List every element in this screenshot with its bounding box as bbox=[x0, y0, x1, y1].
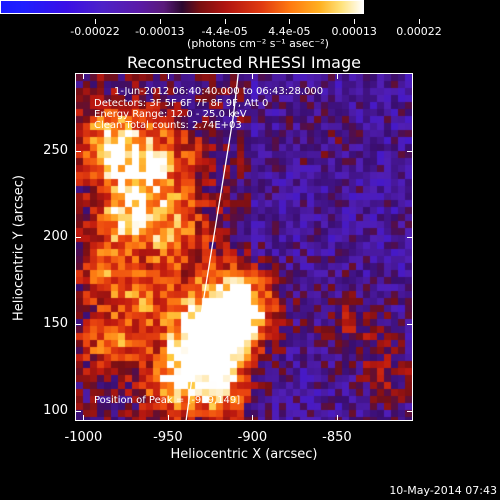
y-axis-tick bbox=[75, 410, 81, 412]
x-axis-tick-label: -1000 bbox=[64, 430, 103, 445]
annotation-time-range: 1-Jun-2012 06:40:40.000 to 06:43:28.000 bbox=[114, 86, 324, 97]
y-axis-tick-label: 150 bbox=[43, 316, 68, 332]
y-axis-tick bbox=[407, 410, 413, 412]
colorbar-tick bbox=[289, 19, 291, 24]
solar-limb-line bbox=[185, 74, 239, 420]
y-axis-tick bbox=[407, 237, 413, 239]
colorbar-tick bbox=[354, 19, 356, 24]
colorbar-tick-label: -4.4e-05 bbox=[201, 25, 248, 38]
footer-timestamp: 10-May-2014 07:43 bbox=[389, 484, 497, 497]
y-axis-tick bbox=[407, 324, 413, 326]
colorbar-tick-label: 4.4e-05 bbox=[268, 25, 311, 38]
annotation-clean-counts: Clean Total counts: 2.74E+03 bbox=[94, 120, 242, 131]
x-axis-tick bbox=[252, 73, 254, 79]
y-axis-tick-label: 200 bbox=[43, 229, 68, 245]
x-axis-tick bbox=[83, 73, 85, 79]
y-axis-tick bbox=[75, 150, 81, 152]
y-axis-tick bbox=[75, 237, 81, 239]
colorbar-tick bbox=[419, 19, 420, 24]
y-axis-tick-label: 100 bbox=[43, 402, 68, 418]
heatmap-canvas bbox=[76, 74, 412, 420]
x-axis-tick bbox=[83, 415, 85, 421]
x-axis-tick bbox=[336, 415, 338, 421]
x-axis-tick bbox=[167, 415, 169, 421]
plot-title: Reconstructed RHESSI Image bbox=[127, 53, 361, 72]
colorbar-units: (photons cm⁻² s⁻¹ asec⁻²) bbox=[187, 37, 329, 50]
x-axis-tick-label: -950 bbox=[153, 430, 183, 445]
annotation-detectors: Detectors: 3F 5F 6F 7F 8F 9F, Att 0 bbox=[94, 98, 269, 109]
x-axis-tick bbox=[336, 73, 338, 79]
x-axis-label: Heliocentric X (arcsec) bbox=[170, 447, 318, 462]
colorbar-tick bbox=[224, 19, 226, 24]
solar-limb-svg bbox=[185, 74, 239, 420]
x-axis-tick bbox=[252, 415, 254, 421]
plot-area: 1-Jun-2012 06:40:40.000 to 06:43:28.000 … bbox=[75, 73, 413, 421]
colorbar-tick-label: -0.00022 bbox=[70, 25, 120, 38]
x-axis-tick-label: -900 bbox=[237, 430, 268, 445]
colorbar-tick bbox=[159, 19, 161, 24]
x-axis-tick bbox=[167, 73, 169, 79]
annotation-peak-position: Position of Peak = [-919,149] bbox=[94, 395, 241, 406]
colorbar-tick-label: 0.00022 bbox=[396, 25, 442, 38]
y-axis-tick bbox=[75, 324, 81, 326]
colorbar-tick-label: -0.00013 bbox=[135, 25, 185, 38]
y-axis-tick-label: 250 bbox=[43, 142, 68, 158]
colorbar bbox=[0, 0, 364, 14]
annotation-energy-range: Energy Range: 12.0 - 25.0 keV bbox=[94, 109, 247, 120]
y-axis-label: Heliocentric Y (arcsec) bbox=[11, 175, 27, 321]
x-axis-tick-label: -850 bbox=[322, 430, 352, 445]
y-axis-tick bbox=[407, 150, 413, 152]
colorbar-tick-label: 0.00013 bbox=[331, 25, 377, 38]
colorbar-tick bbox=[95, 19, 96, 24]
